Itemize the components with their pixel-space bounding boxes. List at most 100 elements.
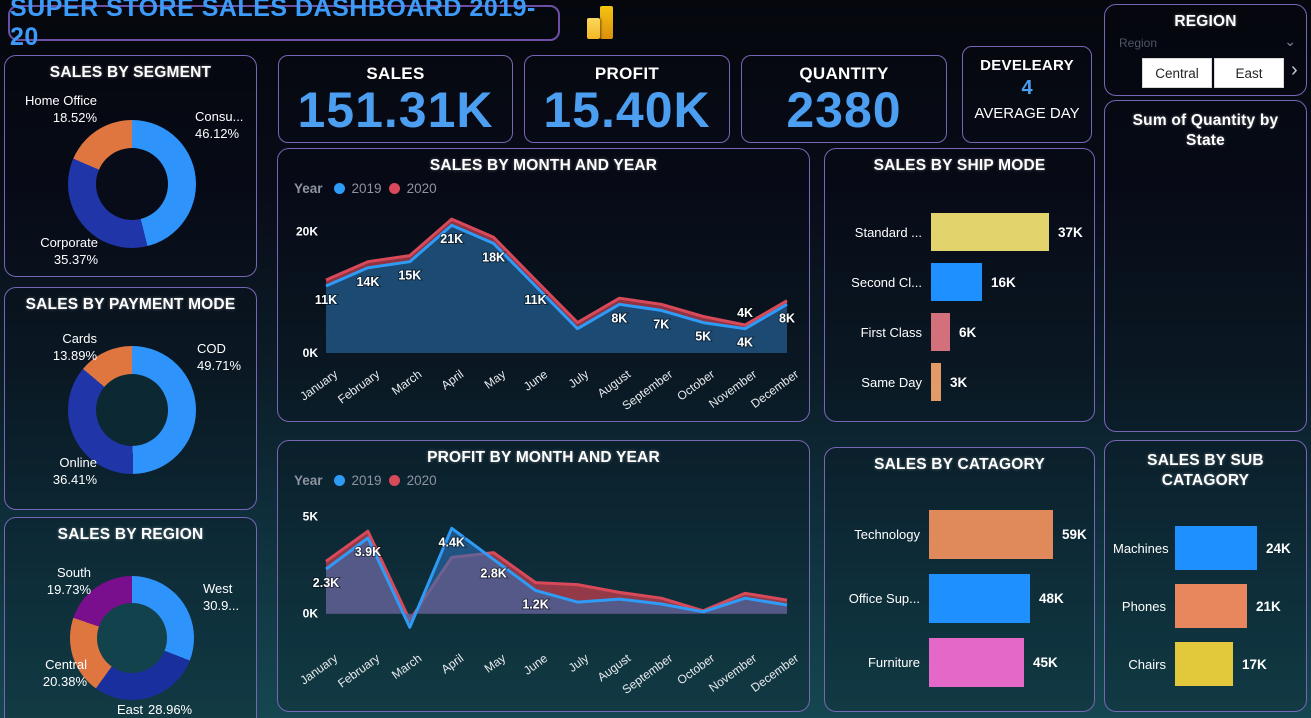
- legend-item-2020[interactable]: 2020: [406, 473, 437, 488]
- svg-text:1.2K: 1.2K: [522, 597, 548, 611]
- legend-dot-2020[interactable]: [388, 475, 400, 486]
- legend-item-2019[interactable]: 2019: [351, 473, 382, 488]
- bar-value: 37K: [1058, 224, 1083, 240]
- svg-text:2.8K: 2.8K: [480, 566, 506, 580]
- bar[interactable]: [929, 637, 1024, 687]
- kpi-value: 4: [1021, 77, 1033, 99]
- bar-label: Office Sup...: [848, 590, 920, 606]
- chevron-down-icon[interactable]: ⌄: [1284, 33, 1296, 49]
- scroll-right-icon[interactable]: ›: [1291, 59, 1298, 81]
- bar-chart-ship-mode: Standard ... 37K Second Cl... 16K First Clas…: [833, 207, 1090, 407]
- region-slicer-panel: REGION Region ⌄ Central East ›: [1104, 4, 1307, 96]
- kpi-card-quantity: QUANTITY 2380: [741, 55, 947, 143]
- legend: Year 2019 2020: [294, 473, 437, 488]
- bar[interactable]: [929, 573, 1030, 623]
- donut-hole: [97, 603, 167, 673]
- donut-chart-segment[interactable]: [68, 120, 196, 248]
- bar-chart-catagory: Technology 59K Office Sup... 48K Furniture 45…: [833, 502, 1090, 694]
- svg-text:20K: 20K: [296, 224, 318, 238]
- panel-profit-by-month-year: PROFIT BY MONTH AND YEAR Year 2019 2020 …: [277, 440, 810, 712]
- kpi-value: 2380: [786, 82, 902, 138]
- bar-label: Phones: [1121, 598, 1166, 614]
- kpi-value: 15.40K: [543, 82, 711, 138]
- bar-label: Same Day: [861, 374, 922, 390]
- bar[interactable]: [931, 313, 950, 351]
- bar[interactable]: [1175, 526, 1257, 570]
- panel-sales-by-region: SALES BY REGION South 19.73% West 30.9... …: [4, 517, 257, 718]
- svg-text:4K: 4K: [737, 306, 753, 320]
- chart-title: SALES BY REGION: [57, 526, 204, 543]
- bar[interactable]: [1175, 584, 1247, 628]
- bar-row: Standard ... 37K: [833, 207, 1090, 257]
- svg-text:4.4K: 4.4K: [439, 535, 465, 549]
- svg-text:11K: 11K: [315, 293, 337, 307]
- svg-text:0K: 0K: [303, 607, 319, 621]
- kpi-label: QUANTITY: [799, 64, 889, 83]
- chart-title: Sum of Quantity by State: [1132, 112, 1279, 149]
- pie-label: Cards 13.89%: [52, 331, 97, 363]
- svg-text:11K: 11K: [524, 293, 546, 307]
- bar-row: Second Cl... 16K: [833, 257, 1090, 307]
- chart-title: SALES BY PAYMENT MODE: [25, 296, 236, 313]
- kpi-card-delivery: DEVELEARY 4 AVERAGE DAY: [962, 46, 1092, 143]
- bar[interactable]: [931, 263, 982, 301]
- slicer-title: REGION: [1174, 13, 1237, 30]
- bar-value: 48K: [1039, 590, 1064, 606]
- dashboard-title-box: SUPER STORE SALES DASHBOARD 2019-20: [8, 0, 560, 51]
- bar-value: 17K: [1242, 656, 1267, 672]
- bar-value: 59K: [1062, 526, 1087, 542]
- bar-label: Machines: [1113, 540, 1169, 556]
- bar[interactable]: [931, 363, 941, 401]
- legend-title: Year: [294, 181, 323, 196]
- legend-item-2019[interactable]: 2019: [351, 181, 382, 196]
- area-chart-sales[interactable]: 0K 20K 11K 14K 15K 21K 18K 11K 8K 7K 5K 4K 8K 4K Janu…: [286, 205, 803, 413]
- bar[interactable]: [1175, 642, 1233, 686]
- bar-value: 6K: [959, 324, 977, 340]
- bar-row: First Class 6K: [833, 307, 1090, 357]
- slicer-field-label[interactable]: Region: [1119, 36, 1158, 50]
- bar-row: Machines 24K: [1113, 519, 1302, 577]
- chart-title: SALES BY CATAGORY: [874, 456, 1045, 473]
- slicer-button-east[interactable]: East: [1214, 58, 1284, 88]
- chart-title: PROFIT BY MONTH AND YEAR: [427, 449, 660, 466]
- power-bi-logo-icon: [585, 6, 615, 40]
- bar-value: 16K: [991, 274, 1016, 290]
- kpi-label: DEVELEARY: [980, 57, 1074, 74]
- slicer-button-central[interactable]: Central: [1142, 58, 1212, 88]
- pie-label: Consu... 46.12%: [195, 109, 244, 141]
- bar-label: Technology: [854, 526, 920, 542]
- svg-text:18K: 18K: [482, 250, 505, 264]
- bar-label: Standard ...: [854, 224, 922, 240]
- legend-item-2020[interactable]: 2020: [406, 181, 437, 196]
- legend-title: Year: [294, 473, 323, 488]
- bar-value: 3K: [950, 374, 968, 390]
- panel-sales-by-sub-catagory: SALES BY SUB CATAGORY Machines 24K Phones 2…: [1104, 440, 1307, 712]
- panel-sales-by-catagory: SALES BY CATAGORY Technology 59K Office Su…: [824, 447, 1095, 712]
- svg-text:7K: 7K: [653, 317, 669, 331]
- legend: Year 2019 2020: [294, 181, 437, 196]
- legend-dot-2019[interactable]: [333, 183, 345, 194]
- bar-row: Phones 21K: [1113, 577, 1302, 635]
- donut-chart-payment[interactable]: [68, 346, 196, 474]
- bar-row: Chairs 17K: [1113, 635, 1302, 693]
- bar[interactable]: [929, 509, 1053, 559]
- pie-label: East 28.96%: [117, 702, 193, 717]
- pie-label: Central 20.38%: [42, 657, 87, 689]
- donut-chart-region[interactable]: [70, 576, 194, 700]
- bar-row: Same Day 3K: [833, 357, 1090, 407]
- chart-title: SALES BY SUB CATAGORY: [1147, 452, 1264, 489]
- legend-dot-2019[interactable]: [333, 475, 345, 486]
- svg-text:0K: 0K: [303, 346, 319, 360]
- area-chart-profit[interactable]: 0K 5K 2.3K 3.9K 4.4K 2.8K 1.2K January February…: [286, 497, 803, 697]
- bar-value: 24K: [1266, 540, 1291, 556]
- panel-sales-by-month-year: SALES BY MONTH AND YEAR Year 2019 2020 0…: [277, 148, 810, 422]
- kpi-card-sales: SALES 151.31K: [278, 55, 513, 143]
- svg-text:5K: 5K: [695, 330, 711, 344]
- kpi-label: PROFIT: [594, 64, 660, 83]
- legend-dot-2020[interactable]: [388, 183, 400, 194]
- bar-row: Technology 59K: [833, 502, 1090, 566]
- bar[interactable]: [931, 213, 1049, 251]
- chart-title: SALES BY SEGMENT: [49, 64, 212, 81]
- bar-row: Office Sup... 48K: [833, 566, 1090, 630]
- page-title: SUPER STORE SALES DASHBOARD 2019-20: [10, 0, 536, 51]
